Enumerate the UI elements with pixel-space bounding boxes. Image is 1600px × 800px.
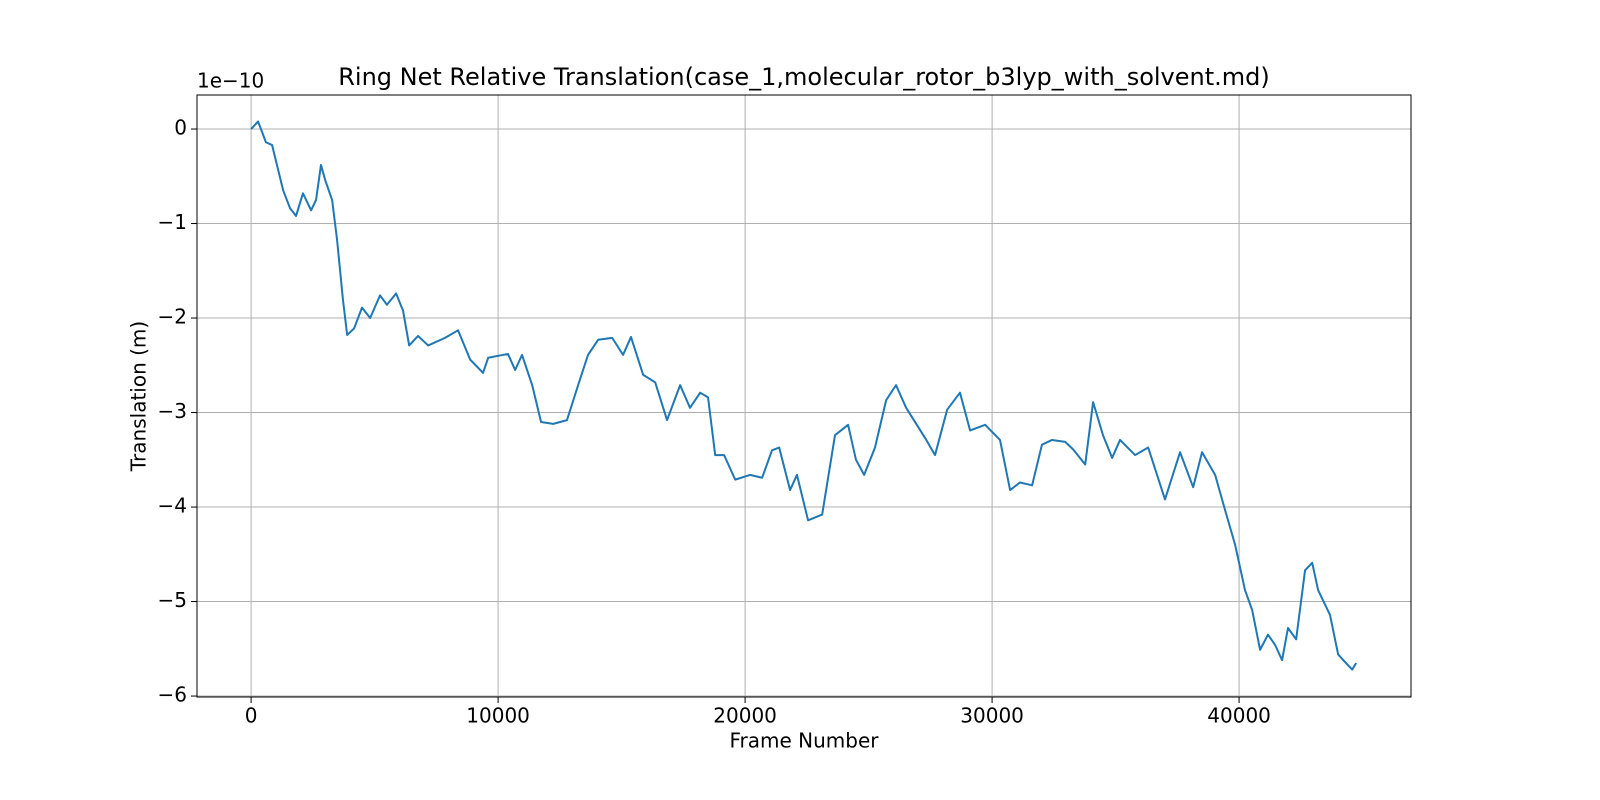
y-tick-label: −5 [158,588,187,612]
x-tick-label: 10000 [466,704,530,728]
y-tick-label: −4 [158,494,187,518]
x-tick-label: 40000 [1207,704,1271,728]
y-tick-label: −6 [158,683,187,707]
y-tick-label: −1 [158,210,187,234]
x-tick-label: 20000 [713,704,777,728]
y-tick-label: 0 [174,116,187,140]
x-tick-label: 0 [245,704,258,728]
y-tick-label: −2 [158,305,187,329]
data-line [250,120,1358,671]
y-axis-label: Translation (m) [127,321,151,472]
plot-frame [196,94,1412,698]
chart-title: Ring Net Relative Translation(case_1,mol… [338,63,1270,91]
y-offset-label: 1e−10 [197,69,264,93]
x-axis-label: Frame Number [729,729,879,753]
y-tick-label: −3 [158,399,187,423]
x-tick-label: 30000 [960,704,1024,728]
